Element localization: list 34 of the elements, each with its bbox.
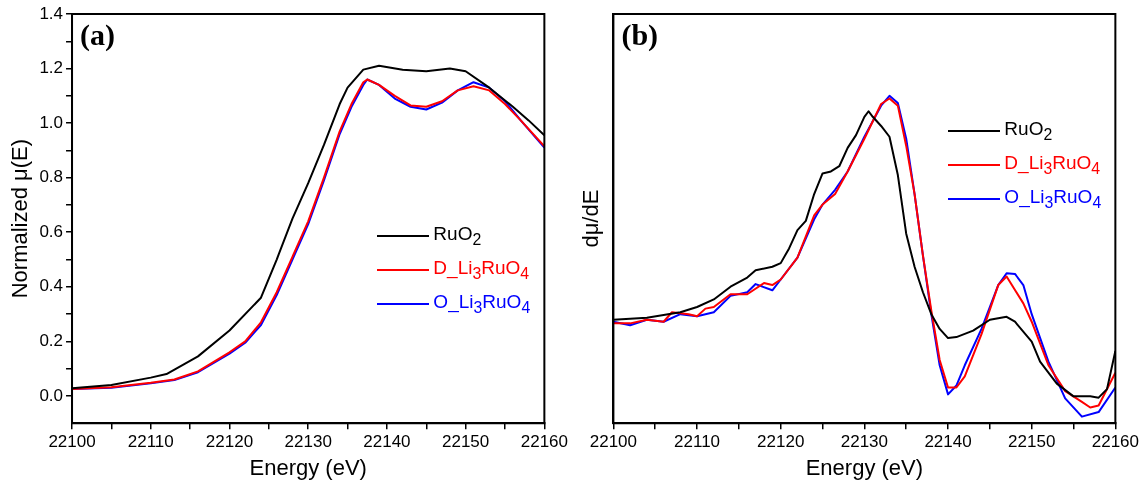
chart-title: (b)	[621, 18, 659, 51]
legend-label: D_Li$_{3}$RuO$_{4}$	[433, 256, 530, 283]
chart-title: (a)	[80, 18, 116, 51]
x-tick-label: 22130	[840, 432, 889, 452]
x-tick-label: 22110	[127, 432, 174, 452]
y-tick-label: 0.0	[39, 385, 64, 405]
y-tick-label: 1.4	[39, 3, 64, 23]
y-tick-label: 0.6	[39, 221, 64, 241]
legend-label: O_Li$_{3}$RuO$_{4}$	[433, 290, 531, 317]
x-tick-label: 22160	[1091, 432, 1139, 452]
y-axis-title: Normalized μ(E)	[7, 138, 33, 299]
x-tick-label: 22120	[205, 432, 254, 452]
x-tick-label: 22100	[48, 432, 96, 452]
x-axis-title: Energy (eV)	[805, 454, 924, 480]
legend-label: RuO$_{2}$	[1004, 118, 1053, 144]
y-tick-label: 0.2	[39, 331, 64, 351]
x-tick-label: 22120	[757, 432, 805, 452]
x-tick-label: 22130	[284, 432, 332, 452]
y-tick-label: 1.2	[39, 58, 64, 78]
x-tick-label: 22150	[1008, 432, 1056, 452]
legend-label: O_Li$_{3}$RuO$_{4}$	[1004, 186, 1102, 212]
x-tick-label: 22140	[363, 432, 411, 452]
y-tick-label: 0.8	[39, 167, 64, 187]
x-tick-label: 22140	[924, 432, 972, 452]
x-tick-label: 22150	[442, 432, 490, 452]
x-tick-label: 22160	[520, 432, 568, 452]
y-tick-label: 1.0	[39, 112, 64, 132]
y-tick-label: 0.4	[39, 276, 64, 296]
legend-label: D_Li$_{3}$RuO$_{4}$	[1004, 152, 1101, 178]
x-tick-label: 22100	[589, 432, 638, 452]
y-axis-title: dμ/dE	[578, 189, 604, 248]
legend-label: RuO$_{2}$	[433, 222, 482, 249]
x-tick-label: 22110	[674, 432, 721, 452]
x-axis-title: Energy (eV)	[249, 454, 367, 480]
